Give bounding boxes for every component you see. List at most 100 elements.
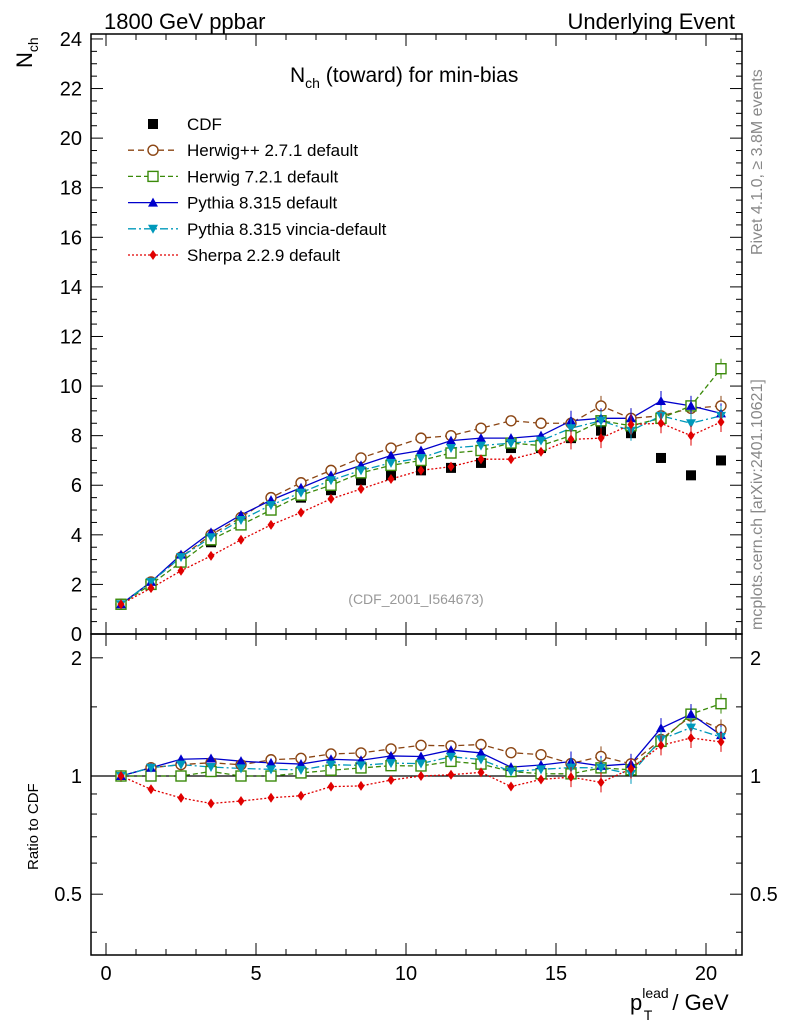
ratio-point-sherpa-2-2-9-default [147, 784, 155, 795]
x-tick-label: 10 [395, 963, 417, 985]
mcplots-label: mcplots.cern.ch [arXiv:2401.10621] [749, 379, 766, 630]
ratio-point-sherpa-2-2-9-default [477, 767, 485, 778]
rivet-label: Rivet 4.1.0, ≥ 3.8M events [749, 69, 766, 255]
ratio-point-sherpa-2-2-9-default [357, 780, 365, 791]
ratio-point-herwig-7-2-1-default [715, 697, 727, 710]
point-sherpa-2-2-9-default [627, 419, 635, 430]
ratio-point-sherpa-2-2-9-default [717, 736, 725, 747]
ratio-line-sherpa-2-2-9-default [120, 737, 722, 805]
point-pythia-8-315-vincia-default [416, 453, 426, 463]
data-point-cdf [356, 475, 366, 486]
analysis-watermark: (CDF_2001_I564673) [348, 591, 483, 607]
point-sherpa-2-2-9-default [657, 418, 665, 429]
y-tick-label: 0 [71, 624, 82, 646]
y-axis-label: Nch [12, 37, 41, 68]
ratio-point-pythia-8-315-vincia-default [446, 752, 456, 762]
legend-label: CDF [187, 115, 222, 134]
point-pythia-8-315-vincia-default [446, 444, 456, 454]
point-herwig-2-7-1-default [475, 422, 487, 434]
ratio-tick-label-right: 1 [750, 766, 761, 788]
ratio-point-sherpa-2-2-9-default [657, 740, 665, 751]
point-sherpa-2-2-9-default [207, 550, 215, 561]
point-pythia-8-315-vincia-default [236, 515, 246, 525]
ratio-point-pythia-8-315-default [206, 753, 216, 763]
point-pythia-8-315-vincia-default [356, 466, 366, 476]
y-tick-label: 18 [60, 178, 82, 200]
legend-marker [149, 250, 157, 260]
point-herwig-2-7-1-default [415, 432, 427, 444]
ratio-point-pythia-8-315-default [266, 757, 276, 767]
legend-label: Herwig 7.2.1 default [187, 167, 338, 186]
ratio-point-pythia-8-315-default [656, 723, 666, 733]
point-pythia-8-315-vincia-default [596, 416, 606, 426]
point-sherpa-2-2-9-default [417, 465, 425, 476]
legend-marker [148, 197, 158, 207]
series-line-pythia-8-315-vincia-default [120, 415, 722, 605]
point-pythia-8-315-vincia-default [686, 419, 696, 429]
legend-label: Herwig++ 2.7.1 default [187, 141, 358, 160]
ratio-point-sherpa-2-2-9-default [447, 769, 455, 780]
data-point-cdf [656, 452, 666, 463]
ratio-point-pythia-8-315-vincia-default [206, 763, 216, 773]
legend-label: Pythia 8.315 vincia-default [187, 220, 387, 239]
point-pythia-8-315-vincia-default [506, 439, 516, 449]
header-energy: 1800 GeV ppbar [104, 9, 265, 34]
ratio-tick-label-right: 0.5 [750, 884, 778, 906]
ratio-point-sherpa-2-2-9-default [297, 790, 305, 801]
legend-marker [148, 119, 158, 129]
ratio-point-pythia-8-315-default [236, 756, 246, 766]
x-tick-label: 5 [250, 963, 261, 985]
point-sherpa-2-2-9-default [237, 534, 245, 545]
ratio-point-pythia-8-315-vincia-default [326, 760, 336, 770]
point-sherpa-2-2-9-default [177, 565, 185, 576]
point-pythia-8-315-vincia-default [476, 441, 486, 451]
series-layer [115, 358, 727, 610]
ratio-point-pythia-8-315-default [476, 747, 486, 757]
ratio-point-pythia-8-315-vincia-default [266, 765, 276, 775]
point-pythia-8-315-default [476, 433, 486, 443]
ratio-point-pythia-8-315-vincia-default [236, 764, 246, 774]
ratio-point-sherpa-2-2-9-default [387, 775, 395, 786]
point-herwig-2-7-1-default [535, 417, 547, 429]
point-pythia-8-315-vincia-default [206, 533, 216, 543]
legend-marker [147, 170, 159, 183]
ratio-point-pythia-8-315-vincia-default [506, 767, 516, 777]
ratio-point-sherpa-2-2-9-default [597, 777, 605, 788]
y-tick-label: 2 [71, 574, 82, 596]
point-pythia-8-315-default [446, 435, 456, 445]
point-sherpa-2-2-9-default [327, 493, 335, 504]
ratio-line-herwig-7-2-1-default [121, 703, 722, 777]
ratio-point-pythia-8-315-default [416, 751, 426, 761]
point-sherpa-2-2-9-default [117, 599, 125, 610]
plot-title: Nch (toward) for min-bias [290, 64, 518, 91]
ratio-point-pythia-8-315-vincia-default [146, 763, 156, 773]
point-sherpa-2-2-9-default [387, 474, 395, 485]
ratio-point-pythia-8-315-vincia-default [296, 765, 306, 775]
point-sherpa-2-2-9-default [507, 454, 515, 465]
point-sherpa-2-2-9-default [357, 483, 365, 494]
y-tick-label: 20 [60, 128, 82, 150]
ratio-tick-label: 1 [71, 766, 82, 788]
point-herwig-7-2-1-default [715, 363, 727, 375]
legend-label: Pythia 8.315 default [187, 194, 338, 213]
x-tick-label: 20 [695, 963, 717, 985]
ratio-point-sherpa-2-2-9-default [237, 796, 245, 807]
ratio-point-pythia-8-315-vincia-default [176, 760, 186, 770]
point-pythia-8-315-vincia-default [266, 501, 276, 511]
ratio-line-pythia-8-315-vincia-default [120, 726, 722, 777]
point-pythia-8-315-vincia-default [176, 553, 186, 563]
point-sherpa-2-2-9-default [147, 583, 155, 594]
y-tick-label: 22 [60, 79, 82, 101]
header-analysis: Underlying Event [567, 9, 735, 34]
legend: CDF Herwig++ 2.7.1 default Herwig 7.2.1 de… [128, 115, 387, 265]
x-tick-label: 15 [545, 963, 567, 985]
ratio-point-sherpa-2-2-9-default [507, 781, 515, 792]
point-sherpa-2-2-9-default [267, 519, 275, 530]
ratio-point-pythia-8-315-default [296, 759, 306, 769]
ratio-point-pythia-8-315-vincia-default [596, 763, 606, 773]
point-sherpa-2-2-9-default [537, 446, 545, 457]
ratio-point-herwig-2-7-1-default [535, 748, 547, 761]
y-tick-label: 8 [71, 426, 82, 448]
